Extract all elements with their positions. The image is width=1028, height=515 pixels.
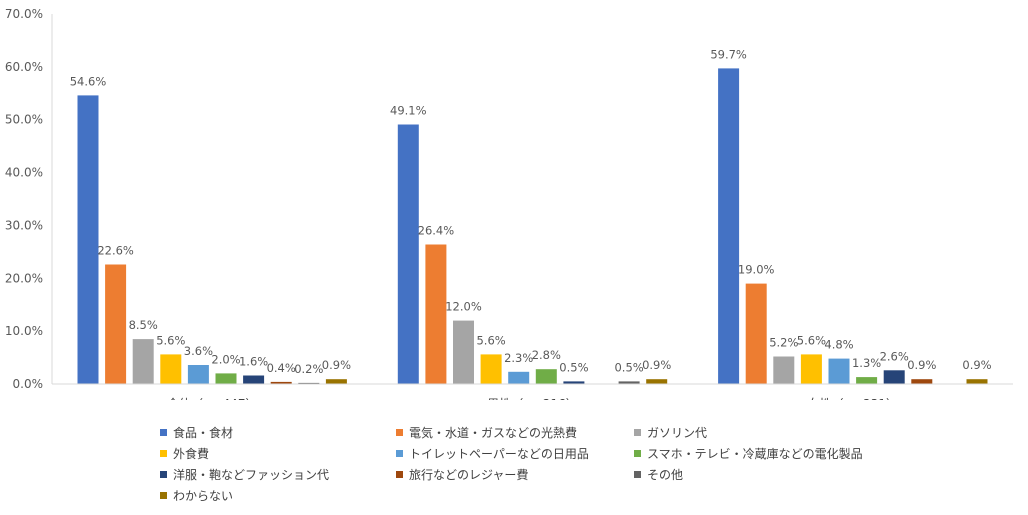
data-label: 4.8%	[824, 338, 853, 352]
data-label: 3.6%	[184, 344, 213, 358]
data-label: 8.5%	[129, 318, 158, 332]
legend-label: スマホ・テレビ・冷蔵庫などの電化製品	[647, 447, 863, 461]
legend-item: 旅行などのレジャー費	[396, 466, 528, 483]
data-label: 0.5%	[559, 360, 588, 374]
bar	[187, 365, 209, 384]
legend-item: ガソリン代	[634, 424, 707, 441]
bar	[270, 381, 292, 384]
data-label: 0.5%	[614, 360, 643, 374]
data-label: 49.1%	[390, 104, 427, 118]
legend-item: 電気・水道・ガスなどの光熱費	[396, 424, 577, 441]
category-label: 女性（n＝231）	[808, 396, 899, 400]
legend-swatch	[160, 429, 167, 436]
data-label: 5.6%	[156, 333, 185, 347]
data-label: 54.6%	[70, 74, 107, 88]
bar	[773, 356, 795, 384]
legend-swatch	[634, 471, 641, 478]
bar	[132, 339, 154, 384]
bar	[508, 371, 530, 384]
legend-label: わからない	[173, 489, 234, 503]
bar-chart: 0.0%10.0%20.0%30.0%40.0%50.0%60.0%70.0% …	[5, 7, 1013, 400]
data-label: 5.6%	[797, 333, 826, 347]
bar	[77, 95, 99, 385]
data-label: 12.0%	[445, 300, 482, 314]
category-label: 男性（n＝216）	[487, 397, 578, 400]
legend-label: 食品・食材	[173, 426, 234, 440]
data-label: 0.9%	[322, 358, 351, 372]
legend-label: ガソリン代	[647, 426, 708, 440]
bar	[745, 283, 767, 384]
legend-swatch	[160, 471, 167, 478]
bar	[618, 381, 640, 384]
bar	[298, 382, 320, 384]
data-label: 0.9%	[642, 358, 671, 372]
bar	[828, 358, 850, 384]
data-label: 1.3%	[852, 356, 881, 370]
bar	[646, 379, 668, 384]
legend-item: スマホ・テレビ・冷蔵庫などの電化製品	[634, 445, 863, 462]
legend-label: 旅行などのレジャー費	[409, 468, 529, 482]
bar	[425, 244, 447, 384]
data-label: 2.6%	[880, 349, 909, 363]
y-tick-label: 20.0%	[5, 271, 43, 285]
y-tick-label: 50.0%	[5, 113, 43, 127]
data-label: 0.9%	[962, 358, 991, 372]
data-label: 0.2%	[294, 362, 323, 376]
y-tick-label: 0.0%	[13, 377, 44, 391]
y-tick-label: 10.0%	[5, 324, 43, 338]
legend-swatch	[634, 450, 641, 457]
legend-item: わからない	[160, 487, 233, 504]
legend-item: トイレットペーパーなどの日用品	[396, 445, 589, 462]
bar	[453, 320, 474, 384]
bar	[160, 354, 182, 384]
data-label: 22.6%	[97, 244, 134, 258]
legend-swatch	[396, 450, 403, 457]
data-label: 1.6%	[239, 355, 268, 369]
data-label: 2.3%	[504, 351, 533, 365]
legend-label: その他	[647, 468, 684, 482]
y-tick-label: 70.0%	[5, 7, 43, 21]
bar	[966, 379, 988, 384]
legend-swatch	[160, 492, 167, 499]
y-tick-label: 30.0%	[5, 218, 43, 232]
legend-item: その他	[634, 466, 683, 483]
legend-label: 外食費	[173, 447, 210, 461]
legend-label: 電気・水道・ガスなどの光熱費	[409, 426, 578, 440]
data-label: 0.4%	[267, 361, 296, 375]
legend-swatch	[634, 429, 641, 436]
bar	[911, 379, 933, 384]
bar	[800, 354, 822, 384]
data-label: 19.0%	[738, 263, 775, 277]
legend-swatch	[396, 429, 403, 436]
data-label: 5.6%	[476, 333, 505, 347]
bar	[215, 373, 237, 384]
bar	[243, 375, 265, 384]
legend-label: トイレットペーパーなどの日用品	[409, 447, 589, 461]
legend-item: 外食費	[160, 445, 209, 462]
data-label: 2.0%	[211, 352, 240, 366]
legend-item: 食品・食材	[160, 424, 233, 441]
bar	[883, 370, 905, 384]
data-label: 0.9%	[907, 358, 936, 372]
legend-label: 洋服・鞄などファッション代	[173, 468, 330, 482]
data-label: 59.7%	[710, 47, 747, 61]
bar	[856, 377, 878, 384]
bar	[397, 124, 419, 384]
legend-item: 洋服・鞄などファッション代	[160, 466, 329, 483]
bar	[480, 354, 502, 384]
bar	[105, 264, 127, 384]
legend-swatch	[396, 471, 403, 478]
legend-swatch	[160, 450, 167, 457]
data-label: 26.4%	[418, 224, 455, 238]
y-tick-label: 40.0%	[5, 166, 43, 180]
data-label: 2.8%	[532, 348, 561, 362]
y-tick-label: 60.0%	[5, 60, 43, 74]
category-label: 全体（n＝447）	[167, 396, 258, 400]
bar	[718, 68, 740, 385]
data-label: 5.2%	[769, 336, 798, 350]
bar	[325, 379, 347, 384]
bar	[535, 369, 557, 384]
bar	[563, 381, 585, 384]
